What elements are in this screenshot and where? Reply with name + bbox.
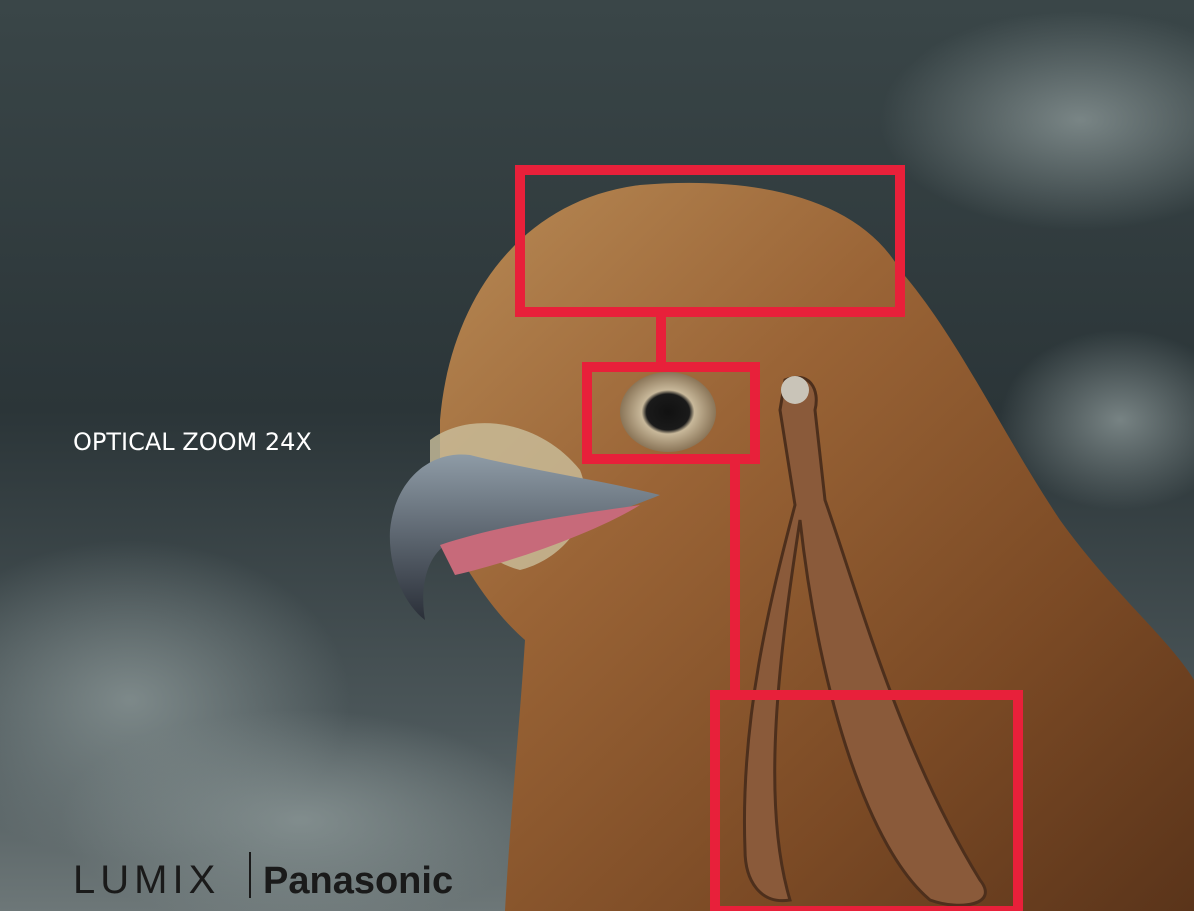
- product-logo: LUMIX: [73, 858, 220, 902]
- page: OPTICAL ZOOM 24X LUMIX Panasonic (() => …: [0, 0, 1194, 911]
- headline: OPTICAL ZOOM 24X: [73, 428, 312, 456]
- hawk-eye: [620, 372, 716, 452]
- company-logo: Panasonic: [263, 860, 453, 902]
- strap-ring: [781, 376, 809, 404]
- advertisement: OPTICAL ZOOM 24X LUMIX Panasonic: [0, 0, 1194, 911]
